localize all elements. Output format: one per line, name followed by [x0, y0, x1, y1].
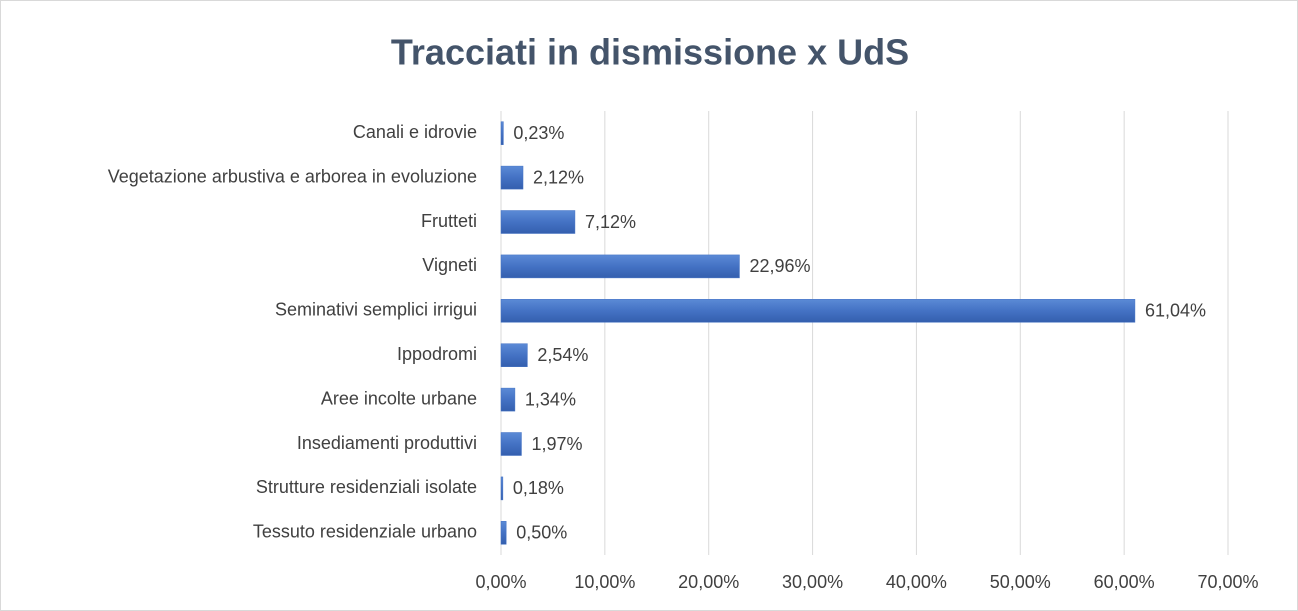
value-label: 61,04% — [1145, 301, 1206, 321]
x-tick-label: 0,00% — [475, 572, 526, 592]
bar — [500, 165, 524, 190]
y-tick-label: Insediamenti produttivi — [297, 433, 477, 453]
chart-title: Tracciati in dismissione x UdS — [391, 32, 909, 73]
x-tick-label: 30,00% — [782, 572, 843, 592]
y-tick-label: Frutteti — [421, 211, 477, 231]
y-tick-label: Seminativi semplici irrigui — [275, 300, 477, 320]
bar — [500, 432, 522, 456]
value-label: 0,23% — [513, 123, 564, 143]
value-label: 22,96% — [749, 256, 810, 276]
value-label: 2,12% — [533, 167, 584, 187]
value-label: 7,12% — [585, 212, 636, 232]
value-label: 0,50% — [516, 523, 567, 543]
value-label: 1,34% — [525, 389, 576, 409]
y-tick-label: Aree incolte urbane — [321, 388, 477, 408]
bar — [500, 299, 1136, 323]
value-label: 0,18% — [513, 478, 564, 498]
value-label: 1,97% — [531, 434, 582, 454]
y-tick-label: Strutture residenziali isolate — [256, 477, 477, 497]
x-tick-label: 10,00% — [574, 572, 635, 592]
bar — [500, 343, 528, 367]
x-tick-label: 70,00% — [1197, 572, 1258, 592]
value-label: 2,54% — [537, 345, 588, 365]
y-tick-label: Vegetazione arbustiva e arborea in evolu… — [108, 166, 477, 186]
y-tick-label: Canali e idrovie — [353, 122, 477, 142]
y-tick-label: Ippodromi — [397, 344, 477, 364]
bar — [500, 254, 740, 279]
y-tick-label: Vigneti — [422, 255, 477, 275]
x-tick-label: 20,00% — [678, 572, 739, 592]
bar — [500, 387, 516, 412]
bar — [500, 476, 504, 501]
bar — [500, 210, 576, 234]
x-tick-label: 50,00% — [990, 572, 1051, 592]
x-tick-label: 40,00% — [886, 572, 947, 592]
y-tick-label: Tessuto residenziale urbano — [253, 522, 477, 542]
bar — [500, 521, 507, 545]
bar — [500, 121, 504, 145]
x-tick-label: 60,00% — [1094, 572, 1155, 592]
